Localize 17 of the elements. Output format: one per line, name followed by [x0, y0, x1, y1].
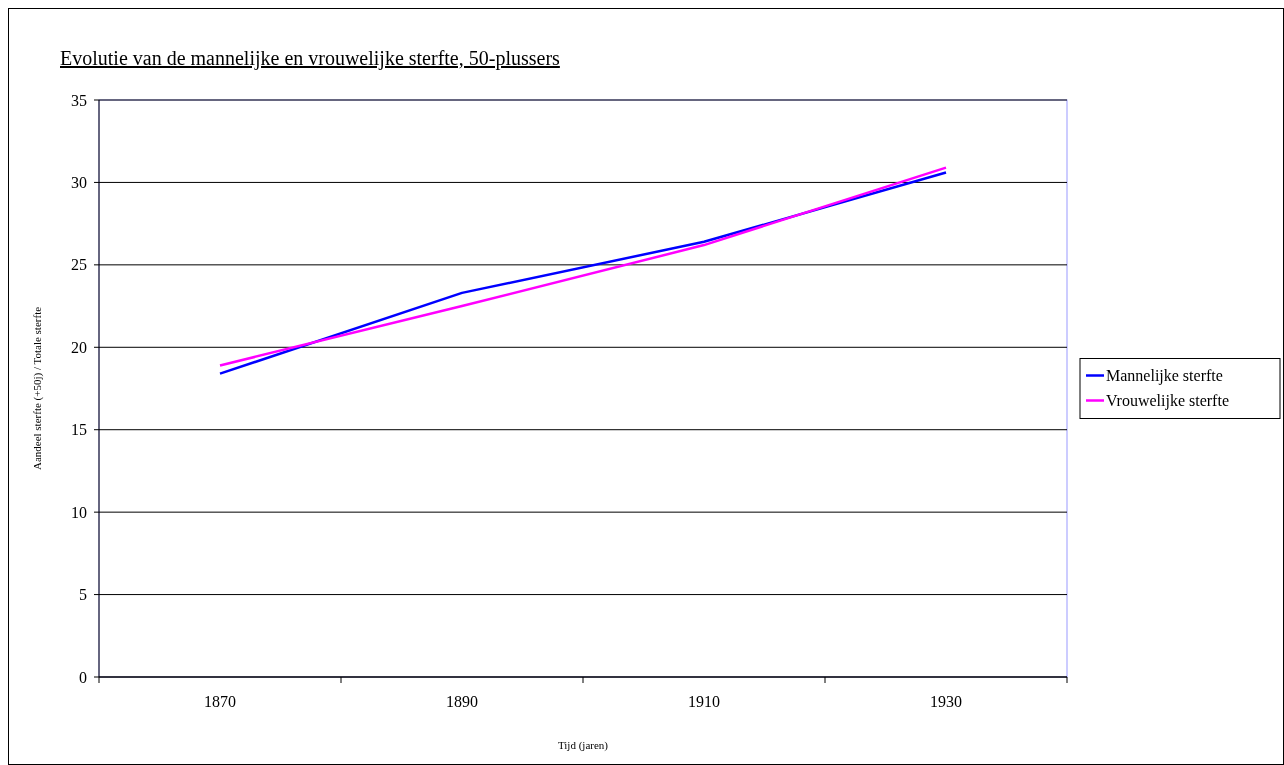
legend-label: Mannelijke sterfte — [1106, 367, 1223, 386]
x-tick-label: 1870 — [204, 693, 236, 710]
legend-label: Vrouwelijke sterfte — [1106, 392, 1229, 411]
y-tick-label: 15 — [71, 421, 87, 439]
y-tick-label: 0 — [79, 668, 87, 686]
y-tick-label: 25 — [71, 256, 87, 274]
x-tick-label: 1910 — [688, 693, 720, 710]
x-tick-label: 1930 — [930, 693, 962, 710]
y-tick-label: 20 — [71, 338, 87, 356]
y-axis-title: Aandeel sterfte (+50j) / Totale sterfte — [31, 306, 44, 471]
y-tick-label: 5 — [79, 586, 87, 604]
x-tick-label: 1890 — [446, 693, 478, 710]
y-tick-label: 30 — [71, 174, 87, 192]
y-tick-label: 35 — [71, 91, 87, 109]
y-tick-label: 10 — [71, 503, 87, 521]
chart-title: Evolutie van de mannelijke en vrouwelijke sterfte, 50-plussers — [60, 47, 561, 70]
x-axis-title: Tijd (jaren) — [557, 739, 609, 752]
